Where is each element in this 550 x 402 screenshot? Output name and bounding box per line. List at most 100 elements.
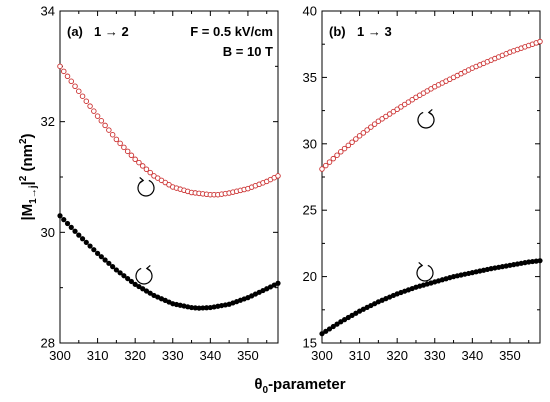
panel-b-frame	[321, 10, 541, 344]
data-point	[390, 108, 397, 115]
data-point	[128, 278, 135, 285]
panel-a-cw-arrow-icon	[135, 265, 153, 285]
panel-b-cw-arrow-icon	[417, 109, 435, 129]
data-point	[368, 124, 374, 130]
data-point	[139, 163, 146, 169]
series-a-2	[57, 213, 281, 311]
data-point	[330, 155, 337, 162]
data-point	[106, 260, 112, 266]
data-point	[526, 259, 532, 265]
data-point	[110, 264, 116, 270]
data-point	[275, 280, 281, 286]
panel-a-annotation-field: F = 0.5 kV/cm	[190, 24, 273, 39]
data-point	[537, 258, 543, 264]
data-point	[330, 323, 336, 330]
data-point	[398, 104, 404, 110]
data-point	[102, 122, 108, 129]
data-point	[76, 232, 82, 238]
data-point	[121, 144, 127, 151]
arrow-arc	[135, 267, 153, 285]
data-point	[147, 290, 153, 296]
panel-b-ticks: 300 310 320 330 340 350 15 20 25 30 35 40	[303, 4, 540, 363]
data-point	[401, 101, 408, 108]
data-point	[72, 83, 78, 90]
data-point	[98, 118, 105, 124]
data-point	[275, 173, 281, 179]
x-tick-label: 340	[461, 348, 483, 363]
data-point	[98, 254, 104, 260]
data-point	[405, 99, 412, 105]
data-point	[360, 130, 367, 136]
panel-a-ccw-arrow-icon	[137, 177, 155, 197]
data-point	[143, 288, 150, 294]
series-a-1	[57, 63, 281, 198]
data-point	[87, 103, 93, 109]
data-point	[79, 93, 86, 99]
data-point	[375, 118, 382, 124]
data-point	[537, 38, 543, 45]
x-tick-label: 320	[386, 348, 408, 363]
x-tick-label: 310	[87, 348, 109, 363]
arrow-head	[427, 109, 433, 116]
x-tick-label: 320	[124, 348, 146, 363]
data-point	[79, 236, 86, 242]
arrow-arc	[137, 179, 155, 197]
data-point	[121, 273, 127, 279]
x-tick-label: 330	[162, 348, 184, 363]
data-point	[394, 106, 400, 113]
panel-b: 300 310 320 330 340 350 15 20 25 30 35 40 (b) 1 → 3	[303, 4, 543, 363]
data-point	[143, 166, 150, 173]
data-point	[125, 275, 131, 282]
data-point	[68, 78, 75, 85]
data-point	[334, 321, 340, 327]
data-point	[113, 136, 120, 143]
arrow-arc	[416, 264, 434, 282]
data-point	[113, 267, 119, 273]
x-tick-label: 350	[499, 348, 521, 363]
data-point	[109, 131, 116, 138]
data-point	[379, 116, 385, 122]
data-point	[136, 159, 142, 166]
data-point	[319, 166, 325, 172]
data-point	[326, 159, 333, 165]
data-point	[64, 220, 71, 227]
x-tick-label: 350	[237, 348, 259, 363]
data-point	[323, 328, 329, 334]
data-point	[409, 96, 415, 103]
panel-a-label: (a)	[67, 24, 83, 39]
data-point	[128, 152, 135, 159]
data-point	[338, 149, 344, 155]
data-point	[91, 108, 97, 114]
data-point	[386, 111, 393, 117]
y-tick-label: 30	[41, 225, 55, 240]
data-point	[68, 224, 74, 230]
data-point	[353, 136, 359, 142]
x-tick-label: 300	[311, 348, 333, 363]
y-axis-title: |M1→j|2 (nm2)	[18, 133, 39, 220]
data-point	[132, 156, 138, 163]
data-point	[94, 250, 101, 256]
x-tick-label: 300	[49, 348, 71, 363]
arrow-head	[145, 265, 151, 272]
data-point	[83, 98, 90, 104]
data-point	[200, 305, 206, 311]
x-axis-title: θ0-parameter	[254, 376, 345, 396]
data-point	[345, 142, 352, 149]
x-tick-label: 310	[349, 348, 371, 363]
x-tick-label: 330	[424, 348, 446, 363]
data-point	[371, 121, 378, 127]
data-point	[203, 305, 210, 311]
panel-b-ccw-arrow-icon	[416, 262, 434, 282]
data-point	[57, 213, 63, 219]
data-point	[334, 152, 340, 158]
data-point	[147, 169, 153, 176]
data-point	[76, 88, 82, 94]
data-point	[349, 139, 355, 145]
panel-a-frame	[59, 10, 279, 344]
y-tick-label: 30	[303, 136, 317, 151]
panel-a-transition: 1 → 2	[94, 24, 129, 39]
arrow-head	[139, 177, 145, 184]
data-point	[192, 305, 198, 311]
y-tick-label: 40	[303, 4, 317, 19]
